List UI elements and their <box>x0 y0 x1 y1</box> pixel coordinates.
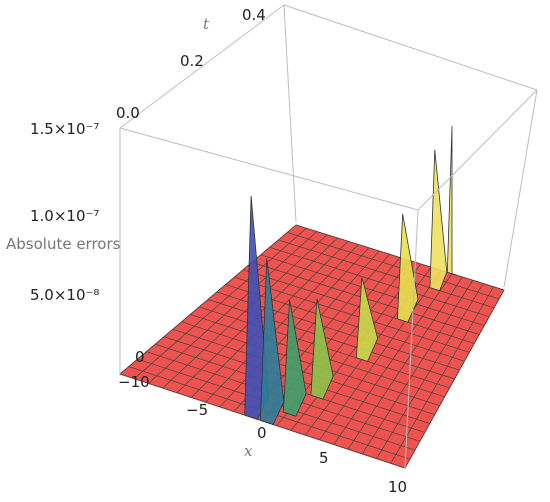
bounding-box-front <box>119 89 538 469</box>
t-axis-label: t <box>203 15 210 33</box>
surface-peak <box>282 299 307 417</box>
mesh-line <box>295 224 505 291</box>
surface-peaks <box>244 126 457 426</box>
mesh-line <box>181 321 440 407</box>
z-tick-label: 5.0×10⁻⁸ <box>30 286 99 304</box>
t-tick-label: 0.4 <box>242 6 266 24</box>
z-tick-label: 1.5×10⁻⁷ <box>30 120 99 138</box>
z-tick-label: 0 <box>135 348 145 366</box>
bounding-box-back <box>119 4 538 288</box>
mesh-line <box>243 269 475 344</box>
x-tick-label: 0 <box>257 424 267 442</box>
x-tick-label: 10 <box>388 478 407 496</box>
mesh-line <box>278 239 495 309</box>
mesh-line <box>172 328 435 415</box>
x-tick-label: 5 <box>319 449 329 467</box>
mesh-line <box>234 276 470 353</box>
mesh-line <box>287 232 500 300</box>
x-axis-label: x <box>244 442 253 460</box>
surface-peak <box>259 258 285 426</box>
surface-peak <box>355 277 379 362</box>
t-tick-label: 0.0 <box>116 104 140 122</box>
x-tick-label: −10 <box>118 373 150 391</box>
z-tick-label: 1.0×10⁻⁷ <box>30 207 99 225</box>
t-tick-label: 0.2 <box>180 52 204 70</box>
mesh-line <box>269 247 490 318</box>
surface-peak <box>397 213 419 323</box>
x-tick-label: −5 <box>186 401 208 419</box>
surface-peak <box>429 149 448 292</box>
z-axis-label: Absolute errors <box>6 235 121 253</box>
surface-floor <box>118 224 505 469</box>
surface-peak <box>310 298 334 400</box>
surface-peak <box>446 126 457 276</box>
mesh-line <box>260 254 485 326</box>
